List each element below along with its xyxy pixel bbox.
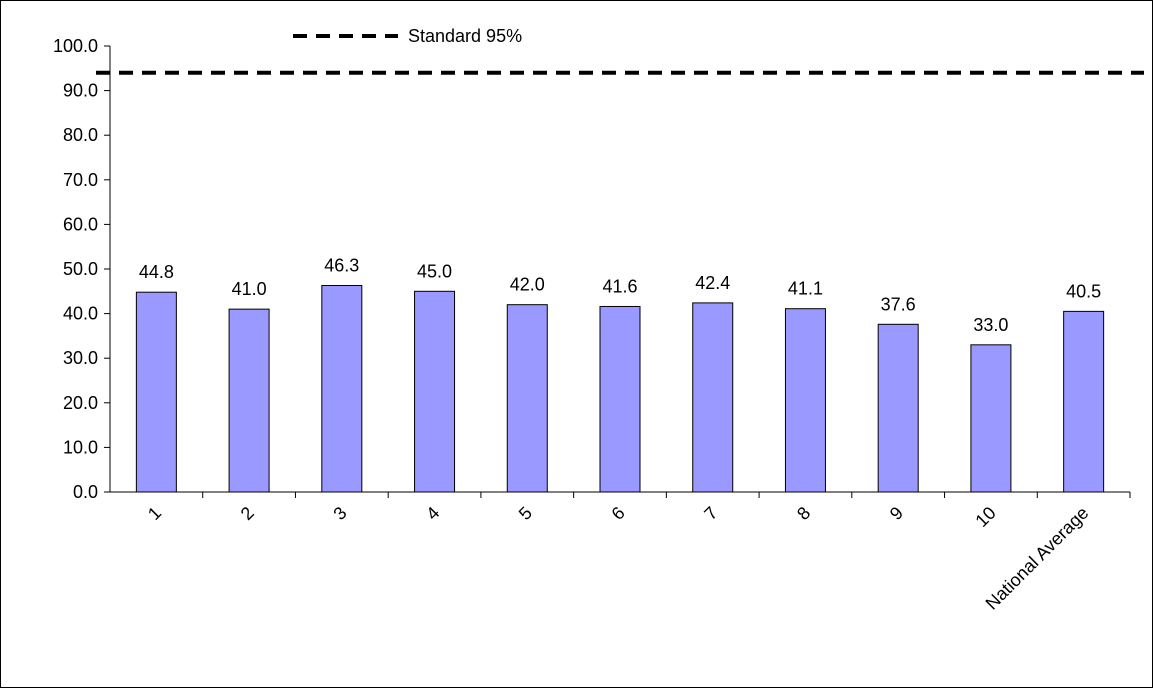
y-tick-label: 30.0	[63, 348, 98, 368]
y-tick-label: 40.0	[63, 304, 98, 324]
y-tick-label: 50.0	[63, 259, 98, 279]
x-tick-label: 4	[422, 503, 443, 524]
y-tick-label: 80.0	[63, 125, 98, 145]
data-label: 42.4	[695, 273, 730, 293]
bar	[321, 285, 363, 493]
y-tick-label: 10.0	[63, 437, 98, 457]
bar	[414, 290, 456, 493]
legend: Standard 95%	[293, 26, 522, 46]
data-label: 46.3	[324, 256, 359, 276]
data-label: 33.0	[973, 315, 1008, 335]
legend-label: Standard 95%	[408, 26, 522, 46]
bar	[135, 291, 177, 493]
data-label: 40.5	[1066, 281, 1101, 301]
data-label: 45.0	[417, 261, 452, 281]
x-tick-label: 6	[608, 503, 629, 524]
data-label: 41.1	[788, 279, 823, 299]
data-labels: 44.8 41.0 46.3 45.0 42.0 41.6 42.4 41.1 37.6 33.0…	[139, 256, 1101, 335]
data-label: 41.6	[602, 276, 637, 296]
x-tick-label: 3	[329, 503, 350, 524]
bar	[970, 344, 1012, 493]
y-axis-ticks: 0.0 10.0 20.0 30.0 40.0 50.0 60.0 70.0 80.0 90.0 1…	[53, 36, 110, 502]
y-tick-label: 0.0	[73, 482, 98, 502]
x-tick-label: National Average	[982, 503, 1093, 614]
x-tick-label: 7	[700, 503, 721, 524]
data-label: 44.8	[139, 262, 174, 282]
bar	[1063, 310, 1105, 493]
data-label: 41.0	[232, 279, 267, 299]
x-tick-label: 2	[237, 503, 258, 524]
y-tick-label: 70.0	[63, 170, 98, 190]
data-label: 42.0	[510, 275, 545, 295]
bar	[599, 305, 641, 493]
y-tick-label: 90.0	[63, 81, 98, 101]
bars	[135, 285, 1105, 493]
bar	[228, 308, 270, 493]
bar	[784, 308, 826, 493]
y-tick-label: 20.0	[63, 393, 98, 413]
x-tick-label: 8	[793, 503, 814, 524]
bar	[877, 323, 919, 493]
data-label: 37.6	[881, 294, 916, 314]
x-tick-label: 9	[886, 503, 907, 524]
bar	[692, 302, 734, 493]
y-tick-label: 100.0	[53, 36, 98, 56]
x-tick-label: 5	[515, 503, 536, 524]
bar	[506, 304, 548, 493]
x-tick-label: 10	[971, 503, 999, 531]
y-tick-label: 60.0	[63, 214, 98, 234]
x-tick-label: 1	[144, 503, 165, 524]
